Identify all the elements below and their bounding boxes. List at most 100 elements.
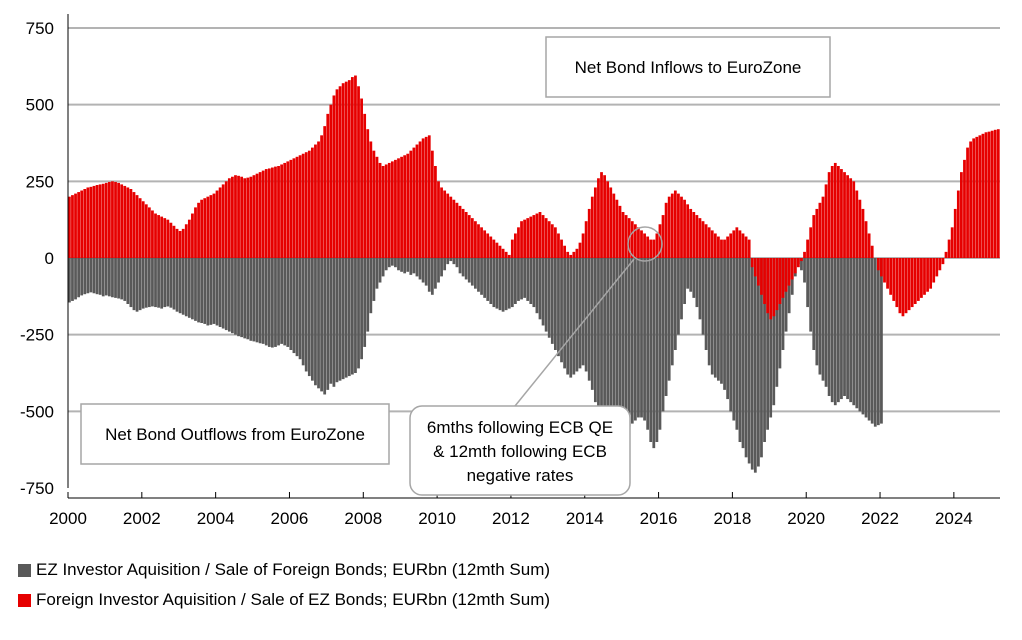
- bar-foreign-investor: [972, 138, 976, 258]
- bar-ez-investor: [815, 258, 819, 366]
- bar-ez-investor: [83, 258, 87, 295]
- bar-foreign-investor: [698, 218, 702, 258]
- bar-foreign-investor: [809, 227, 813, 258]
- bar-foreign-investor: [166, 219, 170, 258]
- bar-ez-investor: [849, 258, 853, 403]
- bar-ez-investor: [710, 258, 714, 375]
- bar-ez-investor: [526, 258, 530, 301]
- bar-ez-investor: [249, 258, 253, 341]
- bar-foreign-investor: [501, 248, 505, 258]
- bar-ez-investor: [486, 258, 490, 301]
- bar-ez-investor: [498, 258, 502, 311]
- bar-foreign-investor: [286, 161, 290, 258]
- y-tick-label: 750: [26, 19, 54, 38]
- bar-foreign-investor: [400, 156, 403, 258]
- ecb-highlight-circle: [627, 226, 663, 262]
- bar-ez-investor: [332, 258, 336, 387]
- bar-ez-investor: [350, 258, 354, 375]
- bar-foreign-investor: [833, 162, 837, 258]
- bar-foreign-investor: [566, 251, 570, 258]
- bar-foreign-investor: [677, 193, 680, 258]
- bar-foreign-investor: [670, 193, 674, 258]
- bar-ez-investor: [581, 258, 585, 366]
- bar-foreign-investor: [547, 221, 551, 258]
- bar-ez-investor: [169, 258, 173, 308]
- bar-ez-investor: [237, 258, 240, 337]
- bar-foreign-investor: [846, 175, 849, 258]
- bar-ez-investor: [606, 258, 610, 458]
- bar-foreign-investor: [378, 162, 382, 258]
- bar-ez-investor: [667, 258, 671, 381]
- bar-ez-investor: [633, 258, 637, 421]
- bar-ez-investor: [317, 258, 320, 389]
- bar-foreign-investor: [990, 130, 994, 258]
- bar-foreign-investor: [827, 172, 831, 258]
- bar-foreign-investor: [587, 208, 591, 258]
- bar-foreign-investor: [144, 204, 148, 258]
- bar-ez-investor: [449, 258, 453, 262]
- bar-foreign-investor: [520, 221, 523, 258]
- bar-foreign-investor: [147, 207, 151, 258]
- bar-foreign-investor: [412, 147, 416, 258]
- bar-ez-investor: [215, 258, 219, 326]
- bar-foreign-investor: [637, 227, 640, 258]
- ecb-annotation-box: [409, 405, 631, 496]
- bar-foreign-investor: [778, 258, 782, 304]
- bar-ez-investor: [443, 258, 447, 271]
- bar-foreign-investor: [80, 190, 84, 258]
- bar-foreign-investor: [243, 178, 247, 258]
- bar-ez-investor: [101, 258, 105, 297]
- bar-ez-investor: [772, 258, 776, 406]
- bar-ez-investor: [144, 258, 148, 308]
- bar-foreign-investor: [852, 181, 856, 258]
- bar-foreign-investor: [818, 202, 822, 258]
- bar-foreign-investor: [381, 166, 385, 258]
- bar-ez-investor: [280, 258, 284, 344]
- bar-ez-investor: [197, 258, 200, 323]
- bar-foreign-investor: [477, 224, 480, 258]
- bar-ez-investor: [154, 258, 157, 308]
- bar-ez-investor: [178, 258, 182, 314]
- bar-foreign-investor: [74, 193, 77, 258]
- bar-ez-investor: [609, 258, 613, 461]
- x-tick-label: 2006: [271, 509, 309, 528]
- bar-ez-investor: [400, 258, 403, 272]
- bar-foreign-investor: [880, 258, 883, 277]
- bar-ez-investor: [643, 258, 646, 421]
- bar-ez-investor: [649, 258, 653, 442]
- bar-foreign-investor: [387, 162, 391, 258]
- bar-ez-investor: [664, 258, 668, 396]
- bar-foreign-investor: [741, 233, 745, 258]
- bar-foreign-investor: [498, 245, 502, 258]
- bar-foreign-investor: [255, 173, 259, 258]
- bar-foreign-investor: [71, 195, 74, 258]
- bar-foreign-investor: [307, 150, 311, 258]
- bar-foreign-investor: [264, 169, 268, 258]
- bar-ez-investor: [187, 258, 191, 318]
- bar-foreign-investor: [184, 224, 188, 258]
- bar-foreign-investor: [289, 159, 293, 258]
- bar-ez-investor: [612, 258, 616, 455]
- bar-foreign-investor: [910, 258, 914, 308]
- bar-ez-investor: [347, 258, 351, 377]
- bar-ez-investor: [357, 258, 360, 369]
- bar-ez-investor: [569, 258, 573, 378]
- bar-ez-investor: [372, 258, 376, 301]
- bar-foreign-investor: [427, 135, 431, 258]
- y-tick-label: 0: [45, 249, 54, 268]
- bar-foreign-investor: [892, 258, 896, 301]
- bar-ez-investor: [717, 258, 720, 381]
- bar-ez-investor: [646, 258, 650, 430]
- bar-ez-investor: [566, 258, 570, 375]
- bar-foreign-investor: [812, 215, 816, 258]
- bar-ez-investor: [458, 258, 462, 274]
- bar-ez-investor: [557, 258, 560, 357]
- bar-foreign-investor: [409, 150, 413, 258]
- bar-foreign-investor: [864, 221, 868, 258]
- bar-ez-investor: [286, 258, 290, 347]
- bar-foreign-investor: [443, 190, 447, 258]
- bar-ez-investor: [271, 258, 274, 348]
- bar-foreign-investor: [283, 162, 287, 258]
- bar-ez-investor: [240, 258, 244, 338]
- bar-ez-investor: [827, 258, 831, 396]
